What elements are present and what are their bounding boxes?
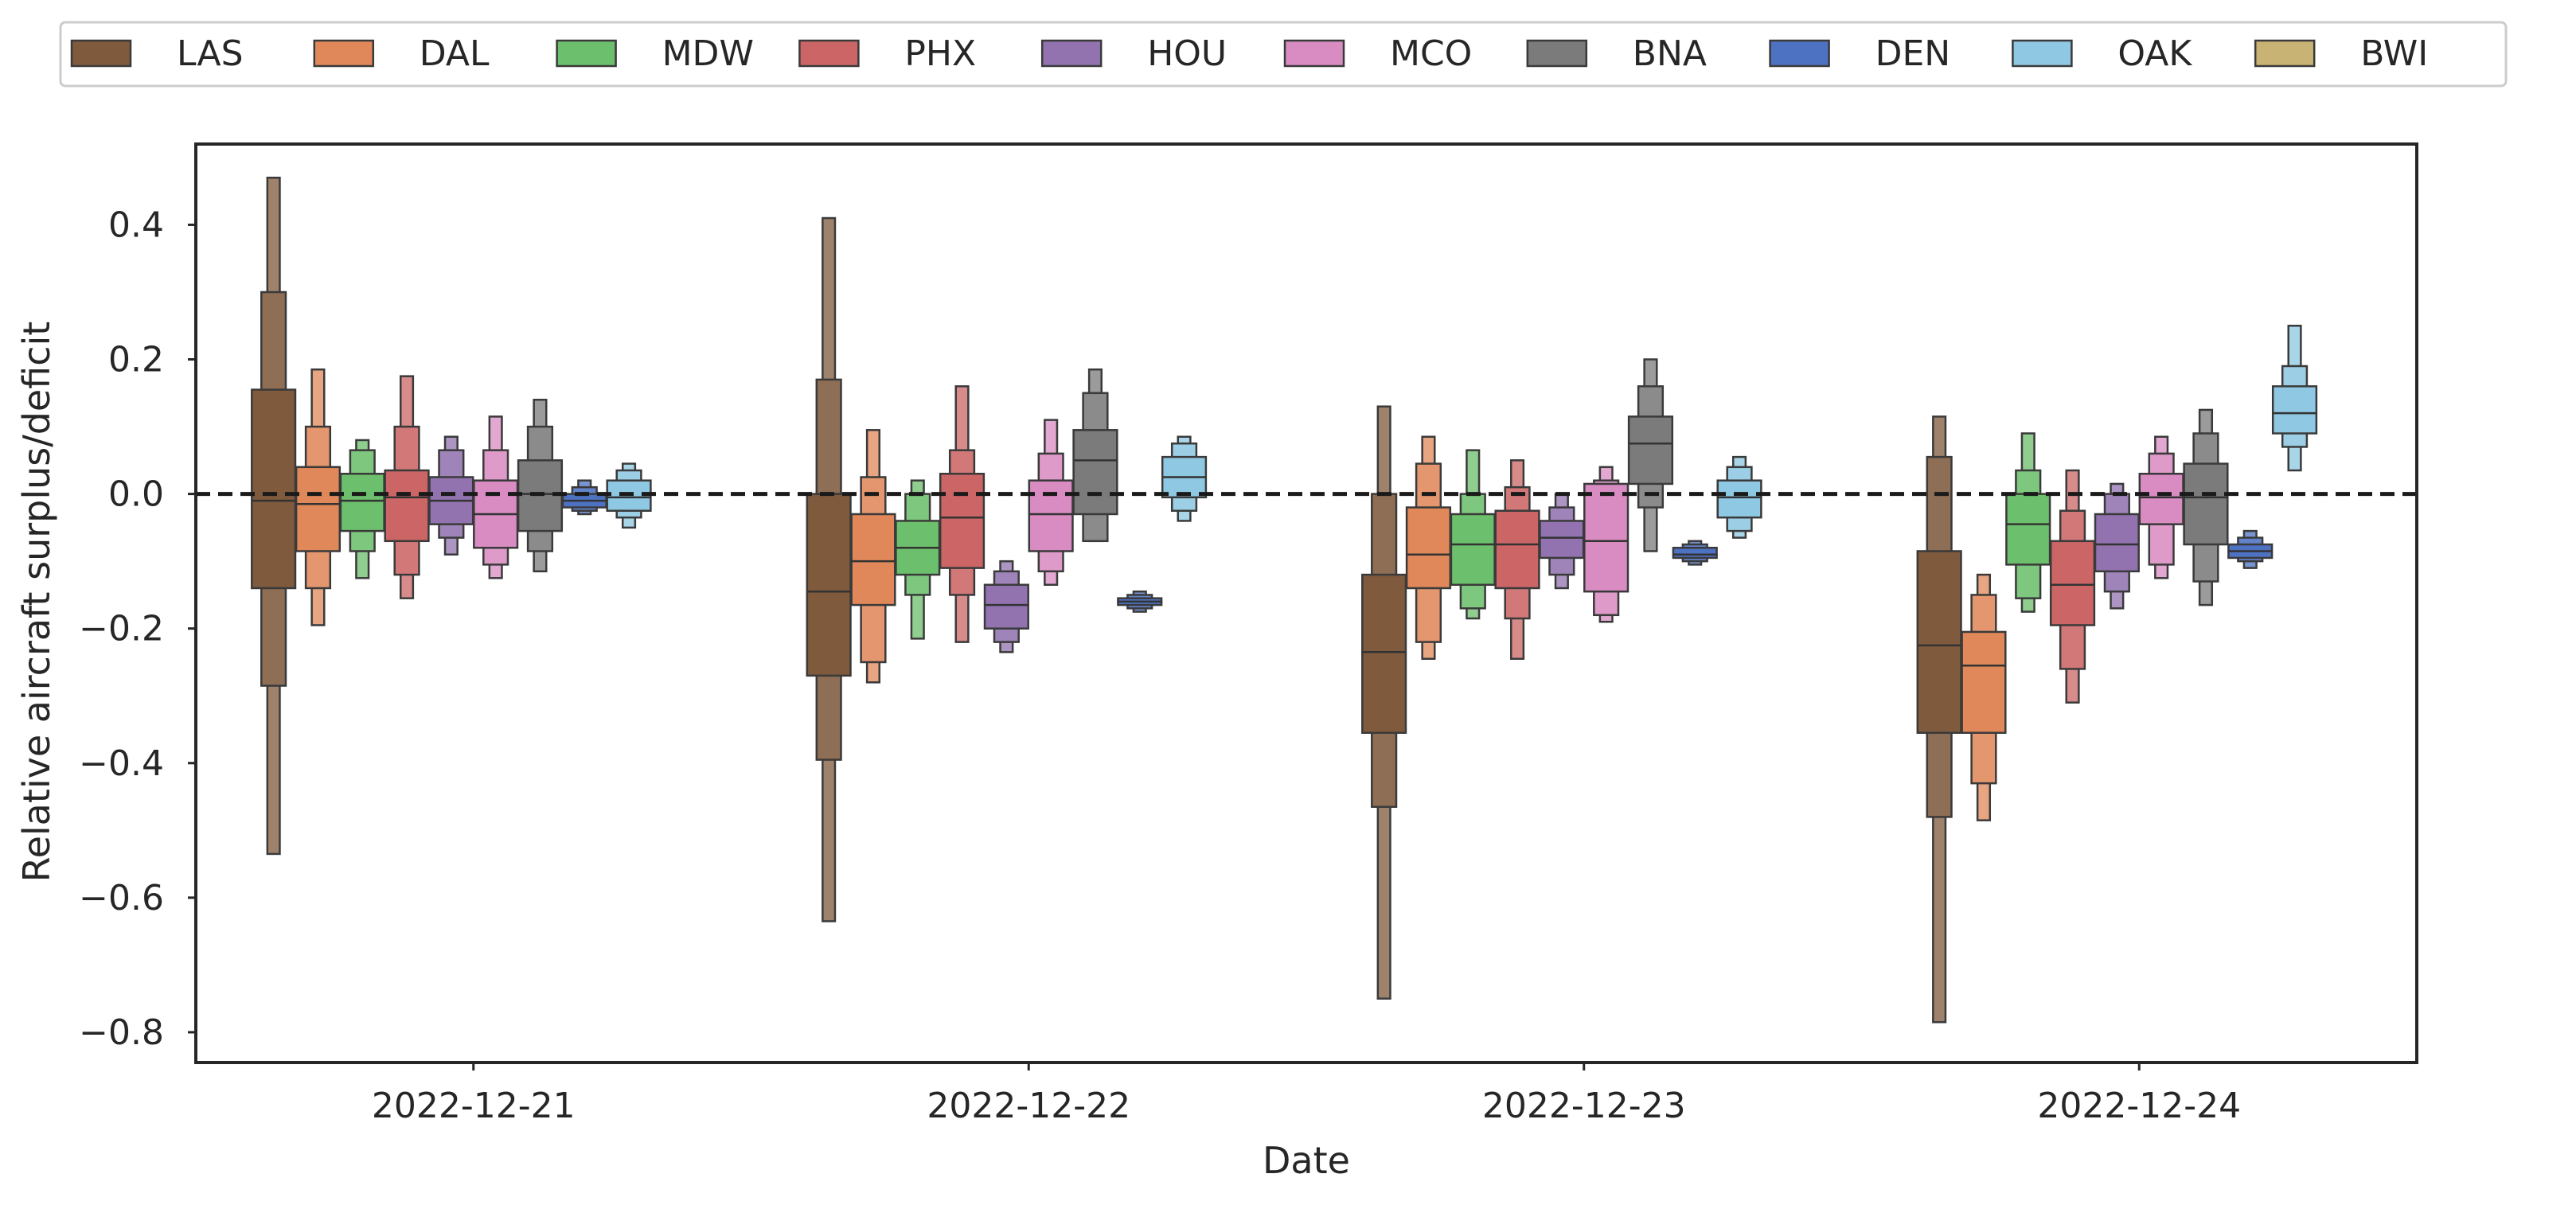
boxen-level-dal-2022-12-22-1 — [850, 513, 896, 606]
boxen-level-mdw-2022-12-21-1 — [339, 473, 385, 532]
legend-label-phx: PHX — [904, 33, 976, 74]
legend-swatch-bna — [1526, 39, 1588, 68]
boxen-level-phx-2022-12-21-1 — [384, 469, 430, 543]
boxen-level-oak-2022-12-23-1 — [1716, 479, 1762, 519]
boxen-level-bna-2022-12-23-1 — [1627, 415, 1674, 486]
legend-swatch-den — [1769, 39, 1830, 68]
boxen-level-bna-2022-12-24-1 — [2183, 462, 2229, 546]
legend-label-mdw: MDW — [662, 33, 754, 74]
legend-label-las: LAS — [177, 33, 244, 74]
y-tick-label: 0.2 — [108, 340, 164, 380]
plot-area: 0.4 0.2 0.0 −0.2 −0.4 −0.6 −0.8 2022-12-21 2022-… — [79, 142, 2418, 1126]
boxen-level-mco-2022-12-22-1 — [1028, 479, 1074, 552]
y-axis-label: Relative aircraft surplus/deficit — [15, 322, 58, 883]
y-tick-label: 0.4 — [108, 205, 164, 245]
boxen-level-hou-2022-12-24-1 — [2094, 513, 2140, 573]
legend-label-bwi: BWI — [2360, 33, 2428, 74]
boxen-level-den-2022-12-23-1 — [1672, 547, 1718, 560]
legend-swatch-oak — [2012, 39, 2073, 68]
boxen-level-dal-2022-12-24-1 — [1961, 630, 2007, 734]
legend-label-dal: DAL — [420, 33, 490, 74]
boxen-level-bna-2022-12-22-1 — [1072, 429, 1118, 516]
legend-label-oak: OAK — [2117, 33, 2192, 74]
legend-swatch-dal — [313, 39, 375, 68]
x-tick-label: 2022-12-22 — [927, 1086, 1130, 1126]
y-tick-label: −0.4 — [79, 743, 164, 784]
legend-swatch-phx — [798, 39, 860, 68]
y-tick-label: −0.8 — [79, 1012, 164, 1053]
legend-label-mco: MCO — [1390, 33, 1472, 74]
boxen-level-mdw-2022-12-23-1 — [1450, 513, 1496, 587]
y-tick-label: 0.0 — [108, 474, 164, 515]
boxen-level-phx-2022-12-23-1 — [1494, 509, 1540, 590]
boxen-level-las-2022-12-23-1 — [1361, 573, 1407, 734]
x-tick-label: 2022-12-24 — [2037, 1086, 2241, 1126]
x-axis-label: Date — [1263, 1139, 1350, 1182]
legend-swatch-bwi — [2254, 39, 2316, 68]
boxen-level-hou-2022-12-22-1 — [983, 583, 1029, 630]
legend-label-hou: HOU — [1147, 33, 1227, 74]
y-tick-label: −0.6 — [79, 878, 164, 918]
legend-swatch-las — [70, 39, 132, 68]
boxen-level-dal-2022-12-21-1 — [295, 466, 342, 552]
y-tick-label: −0.2 — [79, 609, 164, 649]
boxen-level-mco-2022-12-24-1 — [2138, 473, 2184, 525]
legend-swatch-hou — [1040, 39, 1103, 68]
boxen-level-las-2022-12-22-1 — [806, 493, 852, 677]
legend-label-bna: BNA — [1633, 33, 1707, 74]
boxen-level-las-2022-12-24-1 — [1916, 550, 1962, 734]
boxen-level-phx-2022-12-22-1 — [939, 473, 986, 569]
boxen-level-oak-2022-12-24-1 — [2271, 385, 2318, 435]
boxen-level-mdw-2022-12-24-1 — [2005, 493, 2051, 566]
legend-swatch-mdw — [556, 39, 617, 68]
x-tick-label: 2022-12-21 — [372, 1086, 576, 1126]
legend-label-den: DEN — [1875, 33, 1951, 74]
boxen-level-las-2022-12-21-1 — [251, 388, 297, 590]
boxen-level-mco-2022-12-23-1 — [1583, 482, 1630, 593]
legend: LAS DAL MDW PHX HOU MCO BNA DEN OAK BWI — [59, 21, 2508, 88]
legend-swatch-mco — [1283, 39, 1345, 68]
boxen-level-hou-2022-12-23-1 — [1539, 520, 1585, 560]
boxen-level-phx-2022-12-24-1 — [2049, 540, 2096, 626]
x-tick-label: 2022-12-23 — [1482, 1086, 1686, 1126]
boxen-level-dal-2022-12-23-1 — [1405, 506, 1452, 590]
plot-frame — [194, 142, 2418, 1064]
legend-frame — [59, 21, 2508, 88]
